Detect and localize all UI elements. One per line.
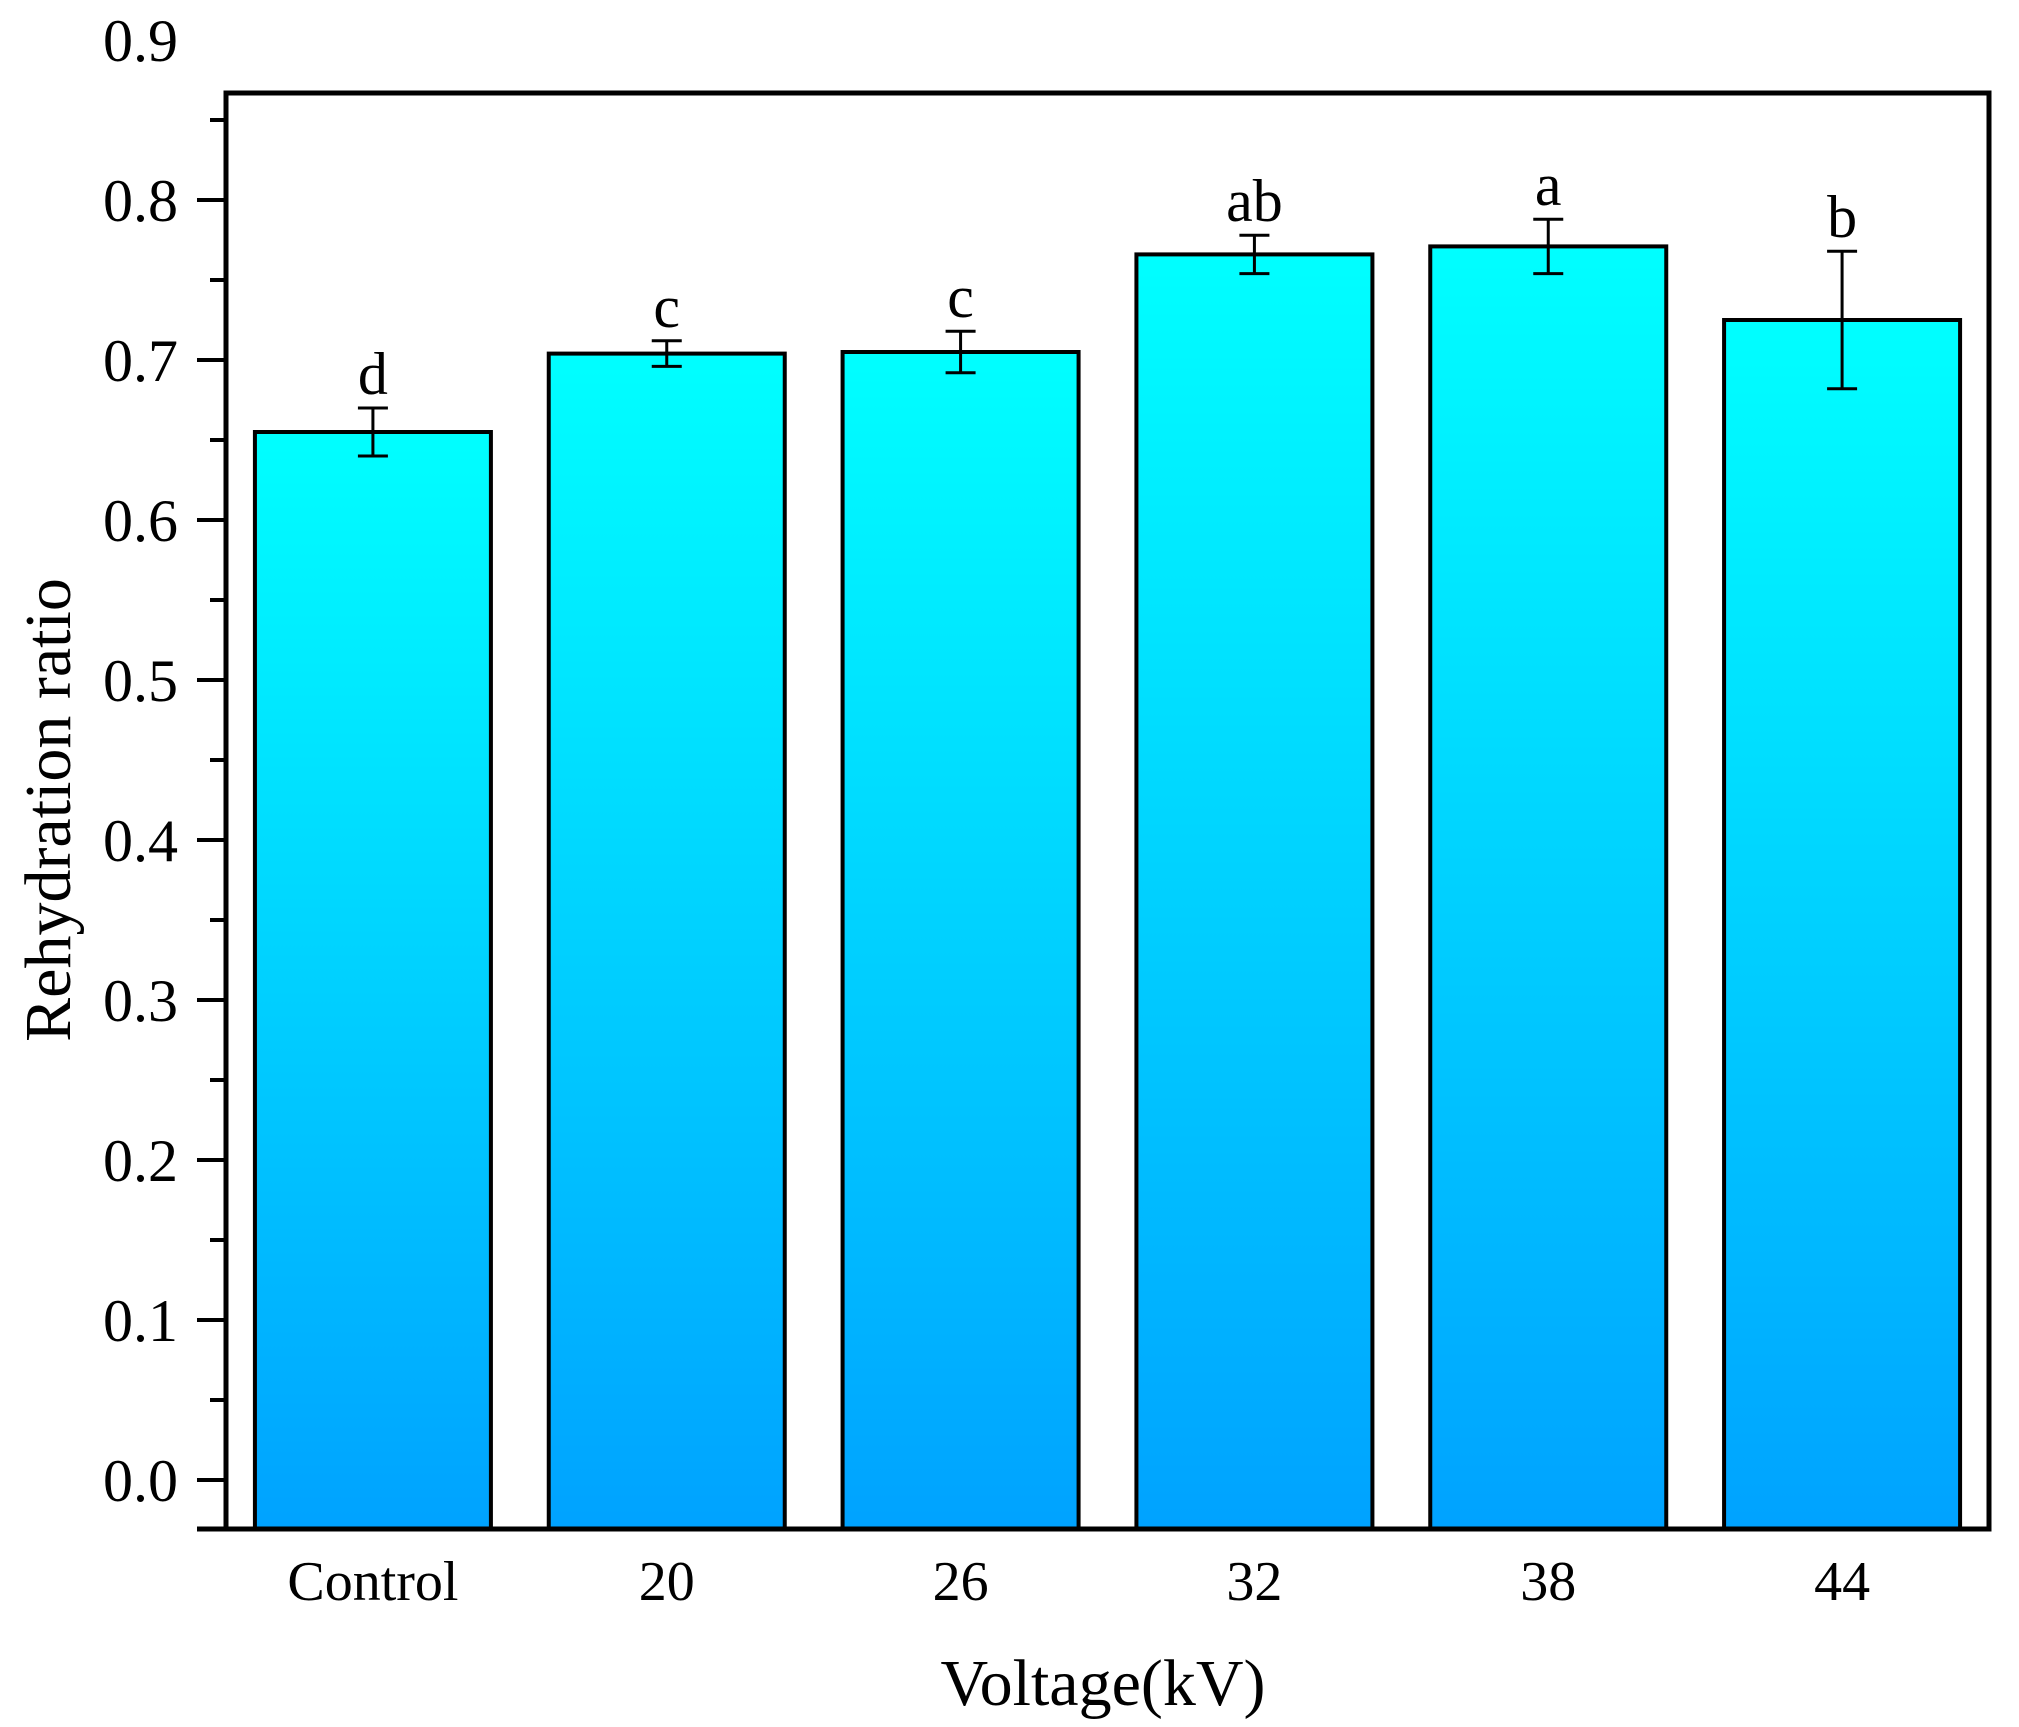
y-axis-title: Rehydration ratio: [12, 578, 85, 1042]
x-tick-label: 26: [933, 1551, 989, 1613]
x-tick-label: 44: [1814, 1551, 1870, 1613]
y-tick-label: 0.6: [103, 488, 178, 554]
x-tick-label: Control: [287, 1551, 458, 1613]
y-tick-label: 0.7: [103, 328, 178, 394]
y-tick-label: 0.0: [103, 1448, 178, 1514]
y-tick-label: 0.3: [103, 968, 178, 1034]
x-tick-label: 32: [1226, 1551, 1282, 1613]
bar: [1722, 318, 1963, 1531]
significance-label: d: [358, 341, 388, 407]
significance-label: a: [1535, 152, 1562, 218]
x-axis-title: Voltage(kV): [940, 1647, 1265, 1720]
bar: [546, 351, 787, 1532]
significance-labels: dc cab a b: [358, 152, 1857, 407]
y-tick-label: 0.9: [103, 8, 178, 74]
bar: [252, 430, 493, 1531]
bar: [1428, 244, 1669, 1531]
significance-label: c: [653, 274, 680, 340]
y-tick-label: 0.5: [103, 648, 178, 714]
y-tick-label: 0.1: [103, 1288, 178, 1354]
x-axis: Control 20 26 32 38 44: [287, 1551, 1870, 1613]
x-tick-label: 38: [1520, 1551, 1576, 1613]
y-tick-label: 0.4: [103, 808, 178, 874]
x-tick-label: 20: [639, 1551, 695, 1613]
error-bars: [357, 217, 1858, 458]
y-axis: 0.0 0.1 0.2 0.3 0.4 0.5 0.6 0.7 0.8 0.9: [103, 8, 226, 1514]
significance-label: ab: [1226, 168, 1283, 234]
significance-label: b: [1827, 184, 1857, 250]
y-tick-label: 0.2: [103, 1128, 178, 1194]
significance-label: c: [947, 264, 974, 330]
bars: [252, 244, 1963, 1532]
bar: [840, 350, 1081, 1531]
y-tick-label: 0.8: [103, 168, 178, 234]
bar: [1134, 252, 1375, 1531]
